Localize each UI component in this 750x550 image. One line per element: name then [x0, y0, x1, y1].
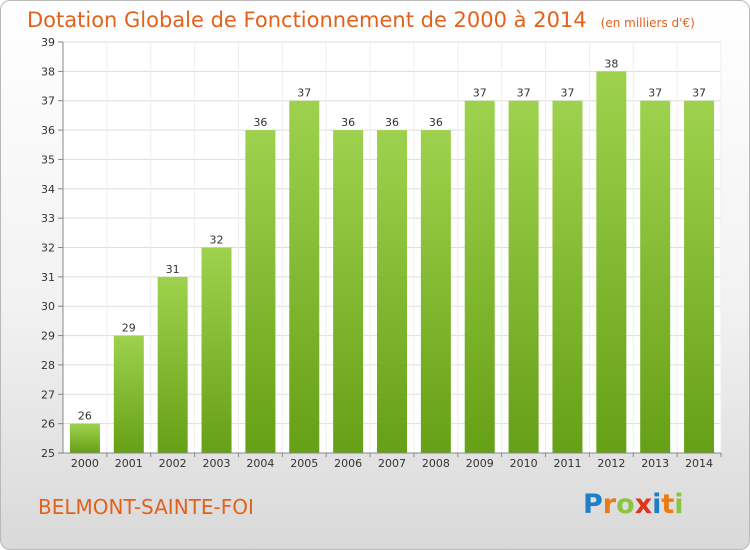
- labels: 25 26 27 28 29 30 31 32 33 34 35 36 37 38 39 26 2000 29 20…: [41, 36, 713, 470]
- bar-2007[interactable]: [377, 130, 407, 454]
- bar-2001[interactable]: [113, 335, 144, 453]
- logo-letter: P: [583, 489, 603, 520]
- y-tick-label: 36: [41, 124, 55, 137]
- data-label: 36: [341, 116, 355, 129]
- data-label: 26: [78, 410, 92, 423]
- y-tick-label: 39: [41, 36, 55, 49]
- data-label: 37: [692, 87, 706, 100]
- data-label: 29: [122, 322, 136, 335]
- chart-title-text: Dotation Globale de Fonctionnement de 20…: [27, 8, 587, 32]
- data-label: 38: [604, 57, 618, 70]
- bars: [69, 71, 715, 454]
- x-tick-label: 2012: [597, 457, 625, 470]
- bar-2010[interactable]: [508, 100, 539, 453]
- bar-2008[interactable]: [420, 130, 451, 454]
- x-tick-label: 2011: [553, 457, 581, 470]
- x-tick-label: 2006: [334, 457, 362, 470]
- commune-name: BELMONT-SAINTE-FOI: [38, 495, 254, 519]
- data-label: 37: [297, 87, 311, 100]
- x-tick-label: 2002: [159, 457, 187, 470]
- axes: [58, 41, 722, 457]
- data-label: 31: [166, 263, 180, 276]
- bar-2002[interactable]: [157, 276, 188, 453]
- y-tick-label: 27: [41, 388, 55, 401]
- y-tick-label: 37: [41, 95, 55, 108]
- bar-2003[interactable]: [201, 247, 232, 454]
- bar-2000[interactable]: [69, 423, 100, 453]
- logo-letter: i: [674, 489, 684, 520]
- x-tick-label: 2001: [115, 457, 143, 470]
- y-tick-label: 38: [41, 65, 55, 78]
- data-label: 37: [517, 87, 531, 100]
- x-tick-label: 2013: [641, 457, 669, 470]
- bar-2006[interactable]: [333, 130, 364, 454]
- x-tick-label: 2008: [422, 457, 450, 470]
- y-tick-label: 33: [41, 212, 55, 225]
- data-label: 36: [429, 116, 443, 129]
- bar-2009[interactable]: [464, 100, 495, 453]
- y-tick-label: 28: [41, 359, 55, 372]
- x-tick-label: 2010: [510, 457, 538, 470]
- chart-subtitle: (en milliers d'€): [600, 16, 695, 30]
- y-tick-label: 35: [41, 153, 55, 166]
- y-tick-label: 32: [41, 242, 55, 255]
- logo-letter: o: [616, 489, 635, 520]
- data-label: 32: [210, 234, 224, 247]
- data-label: 36: [385, 116, 399, 129]
- proxiti-logo[interactable]: Proxiti: [583, 489, 684, 520]
- bar-2014[interactable]: [684, 100, 715, 453]
- x-tick-label: 2004: [246, 457, 274, 470]
- y-tick-label: 25: [41, 447, 55, 460]
- logo-letter: i: [652, 489, 662, 520]
- x-tick-label: 2014: [685, 457, 713, 470]
- logo-letter: t: [661, 489, 675, 520]
- logo-letter: r: [602, 489, 617, 520]
- bar-2013[interactable]: [640, 100, 671, 453]
- chart-title: Dotation Globale de Fonctionnement de 20…: [27, 8, 695, 32]
- bar-2005[interactable]: [289, 100, 320, 453]
- bar-2004[interactable]: [245, 130, 276, 454]
- x-tick-label: 2003: [203, 457, 231, 470]
- data-label: 37: [560, 87, 574, 100]
- x-tick-label: 2009: [466, 457, 494, 470]
- x-tick-label: 2000: [71, 457, 99, 470]
- y-tick-label: 31: [41, 271, 55, 284]
- bar-2011[interactable]: [552, 100, 583, 453]
- data-label: 37: [473, 87, 487, 100]
- x-tick-label: 2005: [290, 457, 318, 470]
- bar-2012[interactable]: [596, 71, 627, 453]
- data-label: 37: [648, 87, 662, 100]
- y-tick-label: 29: [41, 330, 55, 343]
- y-tick-label: 26: [41, 418, 55, 431]
- data-label: 36: [253, 116, 267, 129]
- y-tick-label: 34: [41, 183, 55, 196]
- x-tick-label: 2007: [378, 457, 406, 470]
- y-tick-label: 30: [41, 300, 55, 313]
- logo-letter: x: [634, 489, 653, 520]
